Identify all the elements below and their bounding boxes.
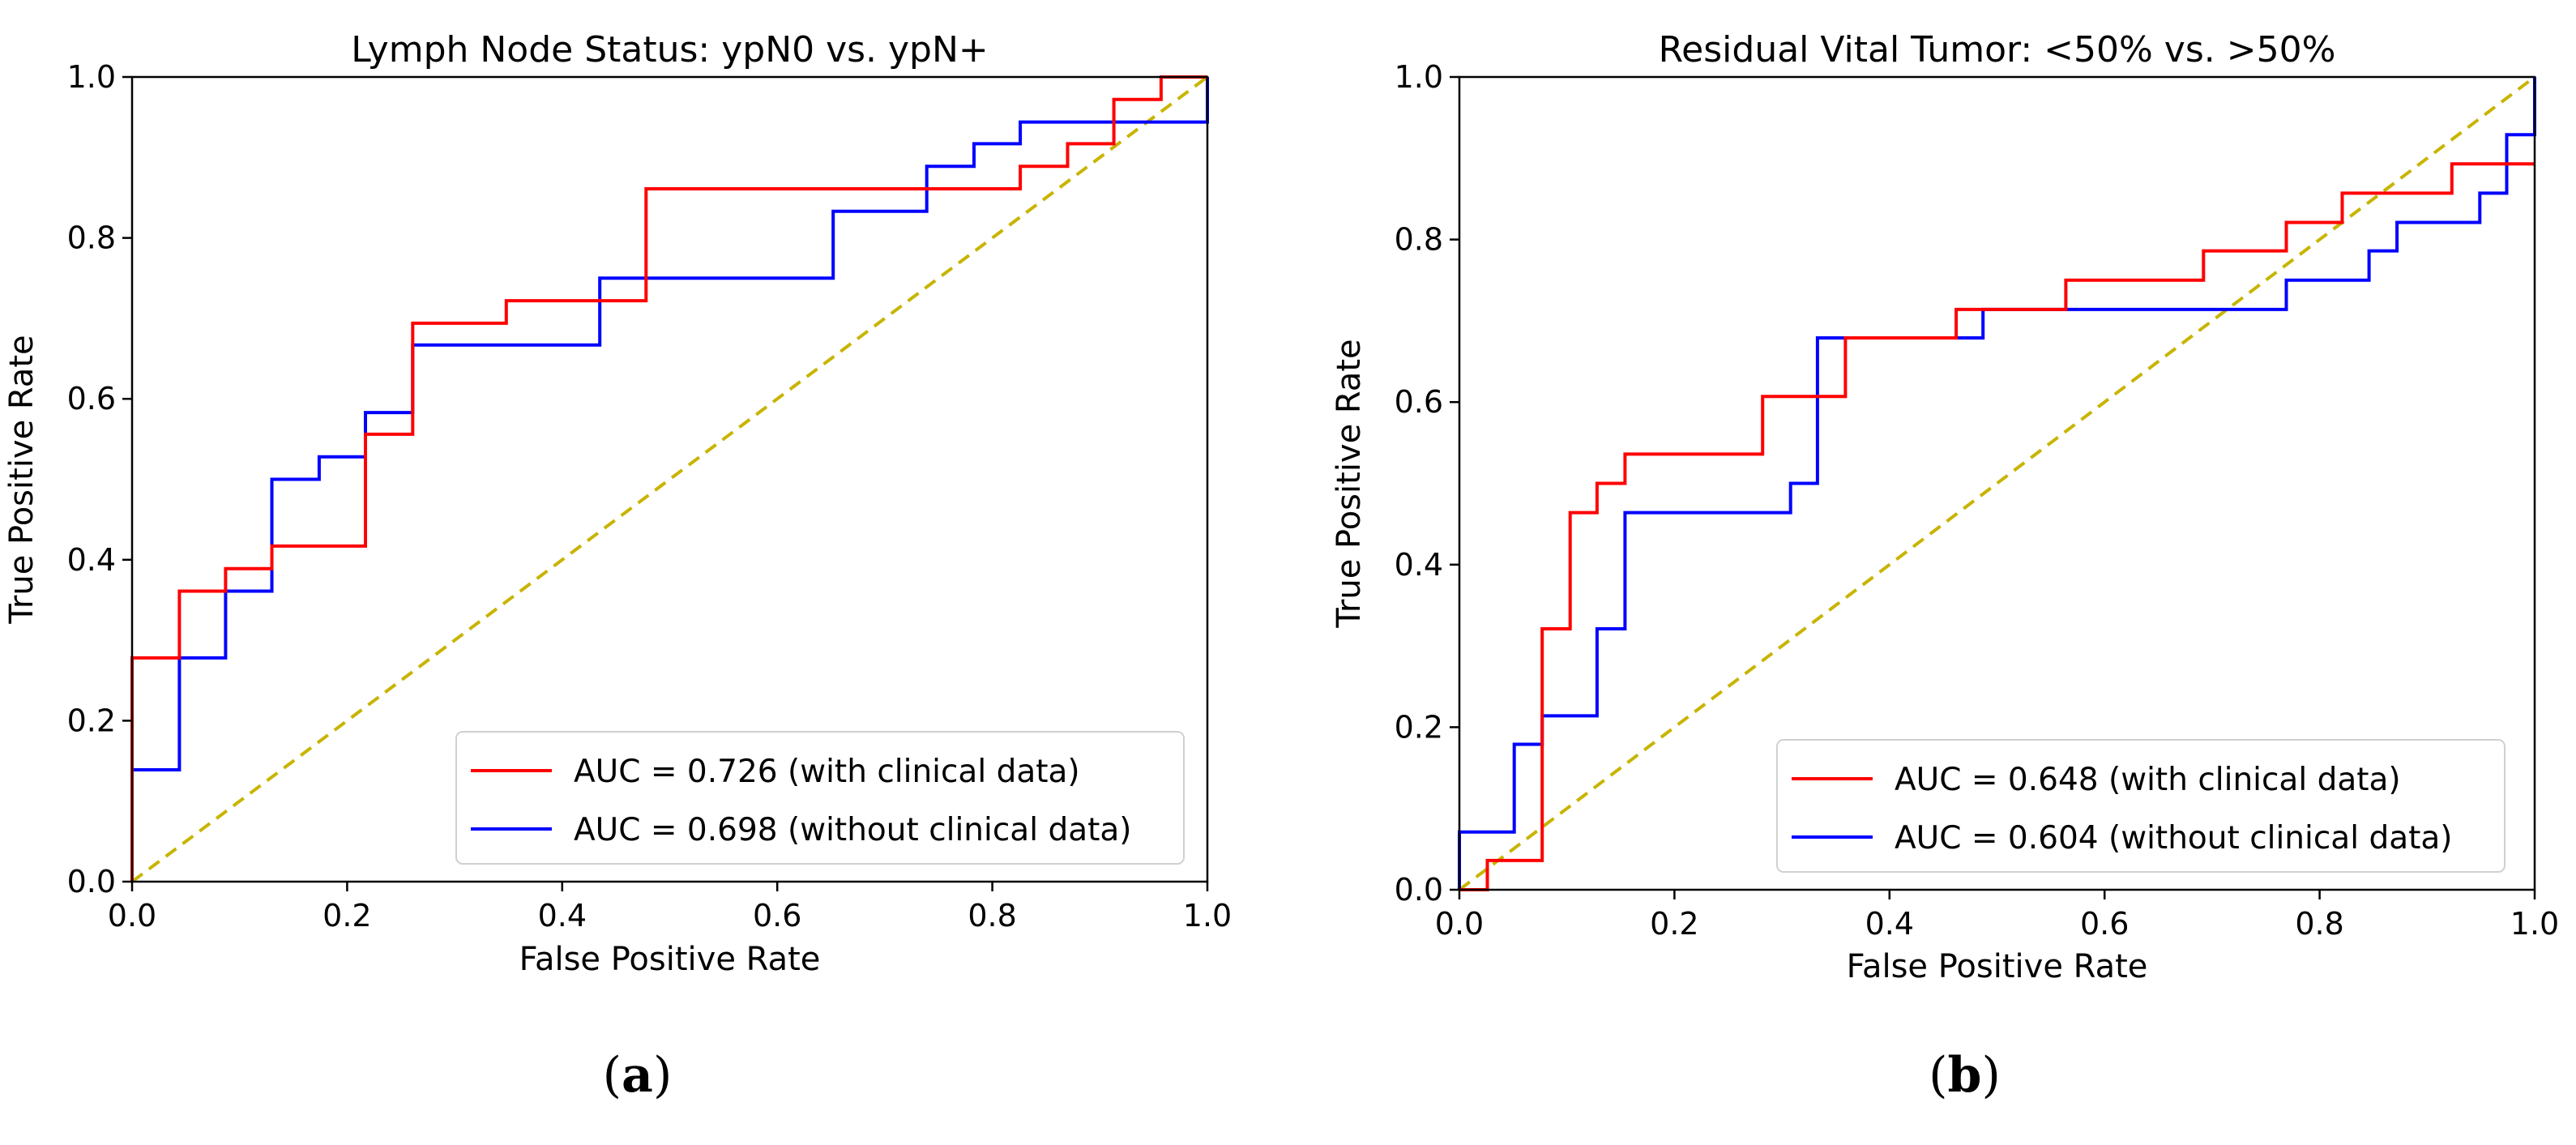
- y-tick-label: 0.8: [67, 220, 116, 256]
- y-tick-label: 0.2: [67, 703, 116, 738]
- y-tick-label: 1.0: [1395, 59, 1443, 95]
- panel-label: (b): [1929, 1047, 2001, 1104]
- panel-letter: b: [1948, 1047, 1982, 1104]
- legend-entry-label: AUC = 0.698 (without clinical data): [574, 812, 1132, 848]
- legend-entry-label: AUC = 0.604 (without clinical data): [1895, 820, 2453, 857]
- x-tick-label: 0.8: [2295, 906, 2343, 942]
- x-tick-label: 0.6: [753, 898, 801, 934]
- y-tick-label: 1.0: [67, 59, 116, 95]
- x-tick-label: 0.6: [2080, 906, 2129, 942]
- x-tick-label: 1.0: [1183, 898, 1232, 934]
- y-tick-label: 0.4: [1395, 547, 1443, 583]
- y-axis-label: True Positive Rate: [3, 335, 41, 624]
- axes-frame: [1458, 75, 2536, 891]
- legend-box: [1776, 739, 2506, 873]
- legend: AUC = 0.726 (with clinical data) AUC = 0.…: [455, 731, 1185, 865]
- x-tick-label: 0.8: [968, 898, 1016, 934]
- x-tick-label: 0.4: [538, 898, 587, 934]
- y-tick-label: 0.6: [1395, 384, 1443, 420]
- legend-entry-label: AUC = 0.726 (with clinical data): [574, 754, 1080, 790]
- y-tick-label: 0.4: [67, 542, 116, 578]
- panel-letter: a: [622, 1047, 653, 1104]
- x-tick-label: 0.4: [1865, 906, 1914, 942]
- chart-panel-b: Residual Vital Tumor: <50% vs. >50%0.0 0.…: [1331, 29, 2559, 1104]
- legend-entry-label: AUC = 0.648 (with clinical data): [1895, 762, 2401, 798]
- x-tick-label: 0.0: [108, 898, 156, 934]
- panel-label: (a): [603, 1047, 673, 1104]
- legend: AUC = 0.648 (with clinical data) AUC = 0.…: [1776, 739, 2506, 873]
- x-tick-label: 0.2: [1650, 906, 1698, 942]
- axes-frame: [130, 75, 1209, 883]
- plot-area: [130, 75, 1209, 883]
- roc-curve-with-clinical: [1459, 162, 2535, 891]
- roc-curve-with-clinical: [130, 75, 1207, 882]
- chart-title: Lymph Node Status: ypN0 vs. ypN+: [351, 29, 989, 70]
- x-tick-label: 1.0: [2510, 906, 2559, 942]
- y-axis-label: True Positive Rate: [1331, 339, 1368, 628]
- chart-panel-a: Lymph Node Status: ypN0 vs. ypN+ 0.0 0.2 0.…: [3, 29, 1232, 1104]
- y-tick-label: 0.8: [1395, 222, 1443, 258]
- legend-box: [455, 731, 1185, 865]
- y-tick-label: 0.2: [1395, 709, 1443, 745]
- chart-title: Residual Vital Tumor: <50% vs. >50%: [1659, 29, 2336, 70]
- y-tick-label: 0.0: [1395, 872, 1443, 908]
- chance-diagonal-line: [130, 75, 1209, 883]
- chance-diagonal-line: [1458, 75, 2536, 891]
- y-tick-label: 0.6: [67, 381, 116, 417]
- x-tick-label: 0.0: [1435, 906, 1484, 942]
- x-tick-label: 0.2: [323, 898, 371, 934]
- plot-area: [1458, 75, 2536, 891]
- y-tick-label: 0.0: [67, 864, 116, 899]
- x-axis-label: False Positive Rate: [519, 941, 821, 978]
- x-axis-label: False Positive Rate: [1847, 948, 2148, 985]
